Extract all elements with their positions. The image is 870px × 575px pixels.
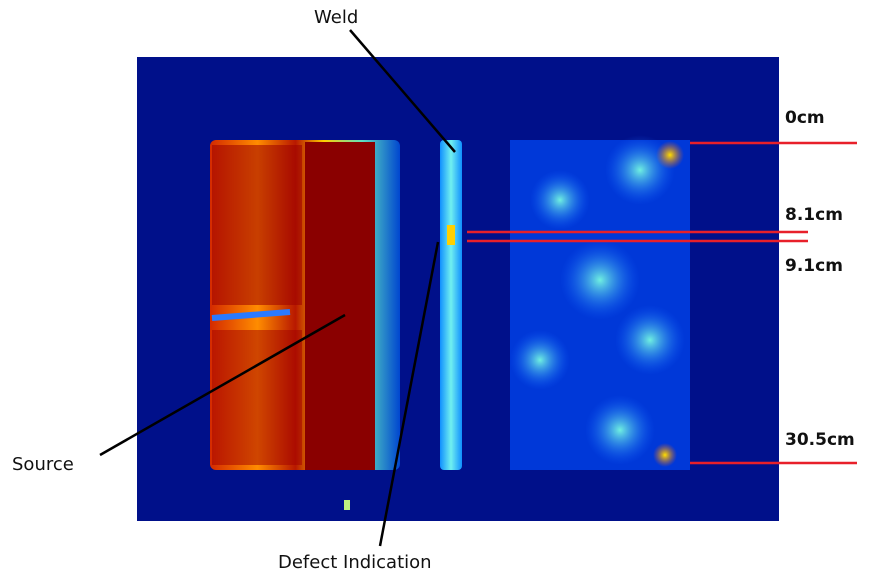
weld-stripe [440,140,462,470]
marker-label: 30.5cm [785,430,855,450]
marker-label: 8.1cm [785,205,843,225]
source-strip [305,142,375,470]
speck [344,500,350,510]
left-panel-texture [212,145,302,305]
source-label: Source [12,454,74,475]
marker-label: 9.1cm [785,256,843,276]
weld-label: Weld [314,7,358,28]
defect-spot [447,225,455,245]
marker-label: 0cm [785,108,825,128]
defect-label: Defect Indication [278,552,432,573]
left-panel-texture [212,330,302,465]
figure: Weld Source Defect Indication 0cm 8.1cm … [0,0,870,575]
